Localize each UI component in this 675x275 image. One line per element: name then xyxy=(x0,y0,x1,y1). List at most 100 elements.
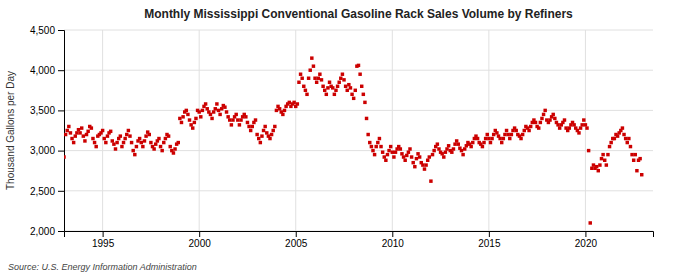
point xyxy=(313,77,316,80)
point xyxy=(275,109,278,112)
point xyxy=(135,145,138,148)
point xyxy=(244,115,247,118)
point xyxy=(255,133,258,136)
point xyxy=(465,144,468,147)
point xyxy=(500,141,503,144)
x-tick: 2020 xyxy=(575,231,598,249)
point xyxy=(209,113,212,116)
point xyxy=(186,113,189,116)
point xyxy=(638,157,641,160)
point xyxy=(431,153,434,156)
point xyxy=(613,137,616,140)
point xyxy=(447,144,450,147)
point xyxy=(127,129,130,132)
point xyxy=(91,137,94,140)
point xyxy=(154,142,157,145)
grid-line-y xyxy=(64,30,653,31)
y-tick-mark xyxy=(58,151,64,152)
point xyxy=(122,141,125,144)
point xyxy=(543,109,546,112)
point xyxy=(86,130,89,133)
point xyxy=(484,137,487,140)
point xyxy=(624,137,627,140)
x-tick: 1995 xyxy=(92,231,115,249)
point xyxy=(159,145,162,148)
x-tick-mark xyxy=(489,231,490,237)
point xyxy=(486,133,489,136)
point xyxy=(597,169,600,172)
point xyxy=(193,121,196,124)
point xyxy=(64,155,66,158)
point xyxy=(215,102,218,105)
point xyxy=(563,118,566,121)
point xyxy=(220,107,223,110)
point xyxy=(626,141,629,144)
grid-line-y xyxy=(64,150,653,151)
point xyxy=(492,133,495,136)
point xyxy=(600,157,603,160)
point xyxy=(352,97,355,100)
point xyxy=(236,118,239,121)
point xyxy=(445,147,448,150)
x-tick: 2000 xyxy=(189,231,212,249)
point xyxy=(323,89,326,92)
point xyxy=(603,159,606,162)
point xyxy=(270,133,273,136)
point xyxy=(125,133,128,136)
point xyxy=(178,117,181,120)
point xyxy=(114,147,117,150)
point xyxy=(223,105,226,108)
point xyxy=(225,110,228,113)
point xyxy=(376,141,379,144)
point xyxy=(268,137,271,140)
point xyxy=(437,147,440,150)
point xyxy=(457,142,460,145)
point xyxy=(587,149,590,152)
x-tick-label: 2015 xyxy=(478,238,501,249)
point xyxy=(579,126,582,129)
point xyxy=(197,110,200,113)
x-axis: 199520002005201020152020 xyxy=(65,231,654,249)
grid-line-x xyxy=(488,30,489,231)
point xyxy=(460,149,463,152)
y-tick-label: 4,000 xyxy=(30,65,55,76)
point xyxy=(271,129,274,132)
point xyxy=(360,85,363,88)
point xyxy=(346,89,349,92)
point xyxy=(318,72,321,75)
x-tick-mark xyxy=(103,231,104,237)
point xyxy=(606,153,609,156)
x-tick-label: 2005 xyxy=(285,238,308,249)
point xyxy=(321,85,324,88)
point xyxy=(82,134,85,137)
y-tick-label: 2,500 xyxy=(30,186,55,197)
point xyxy=(601,153,604,156)
point xyxy=(152,147,155,150)
point xyxy=(337,81,340,84)
point xyxy=(247,125,250,128)
point xyxy=(308,68,311,71)
point xyxy=(506,133,509,136)
point xyxy=(257,137,260,140)
point xyxy=(80,126,83,129)
point xyxy=(238,123,241,126)
point xyxy=(365,117,368,120)
y-tick: 4,500 xyxy=(30,25,64,36)
point xyxy=(230,123,233,126)
point xyxy=(78,131,81,134)
y-tick-mark xyxy=(58,231,64,232)
point xyxy=(336,85,339,88)
point xyxy=(553,117,556,120)
point xyxy=(128,134,131,137)
point xyxy=(162,141,165,144)
point xyxy=(104,141,107,144)
point xyxy=(627,137,630,140)
point xyxy=(119,134,122,137)
point xyxy=(307,77,310,80)
point xyxy=(168,145,171,148)
point xyxy=(140,141,143,144)
chart-container: 1995200020052010201520202,0002,5003,0003… xyxy=(0,0,675,275)
point xyxy=(450,150,453,153)
point xyxy=(299,72,302,75)
source: Source: U.S. Energy Information Administ… xyxy=(8,262,197,272)
